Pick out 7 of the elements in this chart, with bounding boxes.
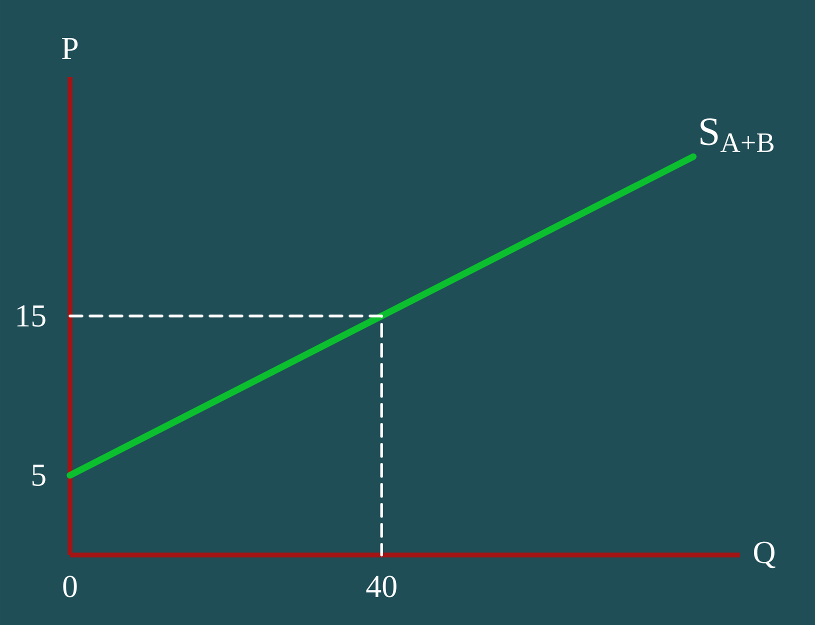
y-axis-title: P: [62, 38, 78, 59]
x-tick-label: 40: [366, 576, 396, 598]
x-axis-title: Q: [754, 542, 776, 568]
x-tick-label: 0: [63, 576, 77, 598]
y-tick-label: 5: [32, 464, 46, 486]
series-label: S$_{A+B}$: [700, 118, 774, 152]
y-tick-label: 15: [17, 305, 46, 327]
